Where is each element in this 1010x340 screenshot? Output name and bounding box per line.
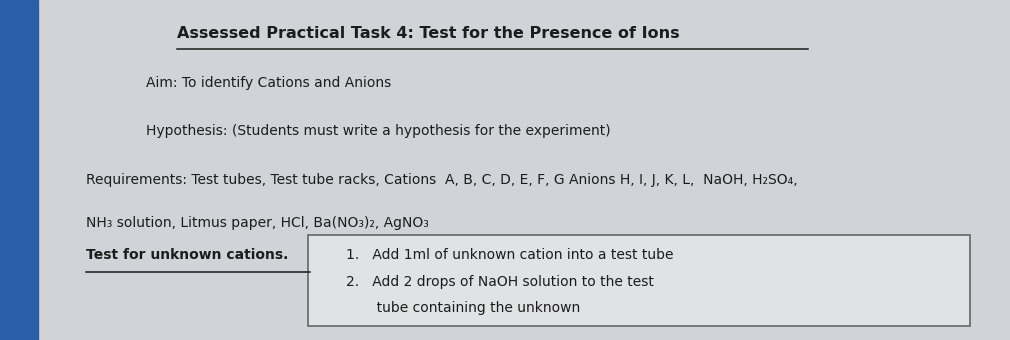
Text: 1.   Add 1ml of unknown cation into a test tube: 1. Add 1ml of unknown cation into a test… [346, 248, 674, 262]
Text: tube containing the unknown: tube containing the unknown [346, 301, 581, 315]
Text: Requirements: Test tubes, Test tube racks, Cations  A, B, C, D, E, F, G Anions H: Requirements: Test tubes, Test tube rack… [86, 173, 798, 187]
Text: Aim: To identify Cations and Anions: Aim: To identify Cations and Anions [146, 76, 392, 90]
Text: 2.   Add 2 drops of NaOH solution to the test: 2. Add 2 drops of NaOH solution to the t… [346, 275, 654, 289]
Text: Assessed Practical Task 4: Test for the Presence of Ions: Assessed Practical Task 4: Test for the … [177, 26, 680, 40]
Text: NH₃ solution, Litmus paper, HCl, Ba(NO₃)₂, AgNO₃: NH₃ solution, Litmus paper, HCl, Ba(NO₃)… [86, 216, 428, 230]
Text: Test for unknown cations.: Test for unknown cations. [86, 248, 288, 262]
FancyBboxPatch shape [308, 235, 970, 326]
Bar [0, 0, 38, 340]
Text: Hypothesis: (Students must write a hypothesis for the experiment): Hypothesis: (Students must write a hypot… [146, 124, 611, 138]
